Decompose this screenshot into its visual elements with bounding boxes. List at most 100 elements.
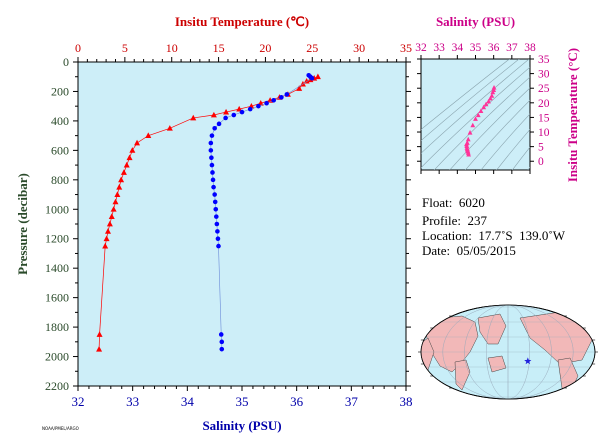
footer-credit: NOAA/PMEL/ARGO — [42, 426, 79, 431]
ts-temperature-axis-label: Insitu Temperature (°C) — [565, 48, 580, 182]
temperature-point — [145, 132, 152, 139]
temperature-point — [303, 77, 310, 84]
map-landmass — [487, 355, 507, 373]
ts-point — [481, 104, 487, 110]
salinity-point — [210, 170, 215, 175]
temperature-point — [110, 206, 117, 212]
ts-point — [467, 130, 473, 135]
density-contour — [433, 76, 530, 170]
ts-plot-area — [420, 58, 531, 171]
temperature-tick-label: 25 — [306, 41, 318, 55]
date-text: Date: 05/05/2015 — [422, 243, 516, 258]
pressure-tick-label: 1000 — [45, 202, 69, 216]
salinity-point — [231, 112, 237, 118]
salinity-point — [256, 103, 261, 109]
salinity-point — [216, 243, 221, 249]
ts-temperature-tick-label: 25 — [538, 83, 550, 95]
ts-temperature-tick-label: 5 — [538, 142, 544, 154]
map-meridian — [507, 305, 509, 399]
pressure-tick-label: 200 — [51, 84, 69, 98]
salinity-point — [271, 97, 277, 103]
ts-point — [486, 98, 491, 104]
pressure-tick-label: 600 — [51, 143, 69, 157]
density-contour — [421, 59, 510, 130]
map-meridian — [486, 305, 530, 399]
temperature-point — [223, 108, 230, 115]
ts-point — [478, 108, 484, 113]
temperature-point — [102, 242, 109, 249]
profile-plot: 0200400600800100012001400160018002000220… — [15, 14, 413, 433]
density-contour — [421, 59, 530, 154]
temperature-tick-label: 35 — [400, 41, 412, 55]
map-meridian — [464, 305, 552, 399]
ts-point — [489, 93, 495, 98]
temperature-point — [236, 105, 243, 112]
salinity-point — [219, 339, 225, 345]
temperature-tick-label: 0 — [75, 41, 81, 55]
salinity-point — [279, 95, 284, 100]
salinity-point — [216, 121, 222, 127]
plot-area — [77, 61, 407, 387]
salinity-point — [215, 229, 220, 234]
ts-salinity-tick-label: 33 — [433, 42, 445, 54]
temperature-point — [116, 183, 123, 190]
salinity-point — [214, 214, 219, 219]
salinity-point — [309, 75, 315, 81]
density-contour — [421, 59, 520, 142]
pressure-tick-label: 800 — [51, 173, 69, 187]
temperature-profile-line — [98, 76, 319, 350]
temperature-point — [118, 176, 125, 183]
ts-temperature-tick-label: 15 — [538, 112, 550, 124]
temperature-axis-label: Insitu Temperature (℃) — [175, 14, 309, 29]
salinity-point — [215, 236, 221, 242]
ts-salinity-tick-label: 35 — [470, 42, 482, 54]
ts-point — [490, 89, 496, 95]
ts-salinity-tick-label: 32 — [415, 42, 427, 54]
location-text: Location: 17.7˚S 139.0˚W — [422, 228, 565, 243]
pressure-tick-label: 2000 — [45, 350, 69, 364]
density-contour — [480, 113, 530, 170]
density-contour — [511, 146, 530, 170]
salinity-point — [211, 184, 216, 190]
temperature-point — [104, 228, 111, 234]
density-contour — [496, 129, 530, 170]
salinity-tick-label: 34 — [181, 394, 195, 409]
ts-salinity-tick-label: 38 — [524, 42, 536, 54]
salinity-tick-label: 36 — [290, 394, 304, 409]
salinity-point — [208, 140, 214, 146]
map-landmass — [477, 313, 507, 345]
temperature-point — [120, 169, 127, 175]
temperature-point — [134, 139, 141, 146]
salinity-point — [247, 106, 253, 112]
temperature-point — [166, 125, 173, 131]
temperature-tick-label: 5 — [122, 41, 128, 55]
salinity-tick-label: 32 — [72, 394, 85, 409]
salinity-point — [212, 192, 217, 197]
temperature-point — [129, 147, 136, 153]
salinity-point — [223, 115, 228, 121]
salinity-point — [209, 133, 215, 138]
temperature-tick-label: 10 — [166, 41, 178, 55]
temperature-point — [96, 331, 103, 337]
temperature-tick-label: 30 — [353, 41, 365, 55]
density-contour — [527, 166, 530, 170]
profile-number-text: Profile: 237 — [422, 213, 487, 228]
temperature-point — [296, 85, 303, 91]
salinity-point — [213, 206, 219, 212]
temperature-point — [96, 345, 103, 352]
density-contour — [464, 99, 530, 170]
salinity-point — [284, 92, 290, 97]
temperature-point — [103, 235, 110, 242]
ts-point — [475, 112, 481, 118]
salinity-point — [218, 332, 224, 337]
salinity-point — [264, 100, 269, 106]
salinity-tick-label: 33 — [126, 394, 139, 409]
temperature-point — [190, 114, 197, 121]
pressure-tick-label: 1200 — [45, 232, 69, 246]
ts-diagram: 32 33 34 35 36 37 38 Salinity (PSU) 0 5 10 15 20 25 30… — [415, 14, 580, 182]
salinity-point — [209, 162, 215, 168]
temperature-point — [123, 161, 130, 168]
ts-temperature-tick-label: 30 — [538, 69, 550, 81]
ts-point — [491, 85, 497, 90]
